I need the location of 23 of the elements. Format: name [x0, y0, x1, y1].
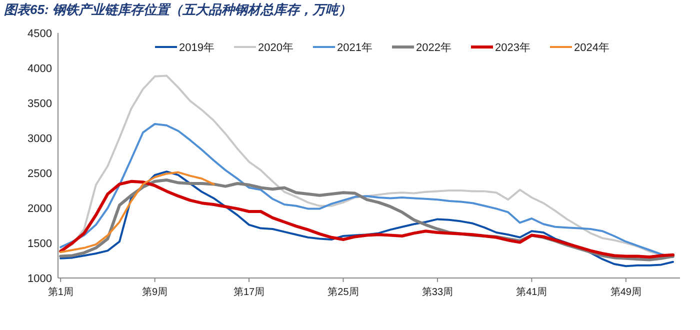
x-tick-label: 第49周 — [610, 286, 642, 298]
x-tick-label: 第33周 — [422, 286, 454, 298]
y-tick-label: 2500 — [28, 168, 52, 180]
y-tick-label: 1500 — [28, 238, 52, 250]
legend-label: 2020年 — [258, 42, 294, 54]
y-tick-label: 4000 — [28, 63, 52, 75]
y-tick-label: 2000 — [28, 203, 52, 215]
x-tick-label: 第1周 — [48, 286, 74, 298]
chart-title: 图表65: 钢铁产业链库存位置（五大品种钢材总库存，万吨） — [4, 2, 352, 17]
legend-label: 2019年 — [179, 42, 214, 54]
legend-label: 2024年 — [574, 42, 610, 54]
x-tick-label: 第41周 — [516, 286, 548, 298]
y-tick-label: 3500 — [28, 98, 52, 110]
legend-label: 2021年 — [337, 42, 372, 54]
y-tick-label: 1000 — [28, 273, 52, 285]
x-tick-label: 第25周 — [328, 286, 359, 298]
y-tick-label: 4500 — [28, 28, 52, 40]
line-series — [60, 171, 215, 254]
legend-label: 2023年 — [495, 42, 530, 54]
y-tick-label: 3000 — [28, 133, 52, 145]
x-tick-label: 第17周 — [233, 286, 265, 298]
legend-label: 2022年 — [416, 42, 452, 54]
x-tick-label: 第9周 — [142, 286, 168, 298]
